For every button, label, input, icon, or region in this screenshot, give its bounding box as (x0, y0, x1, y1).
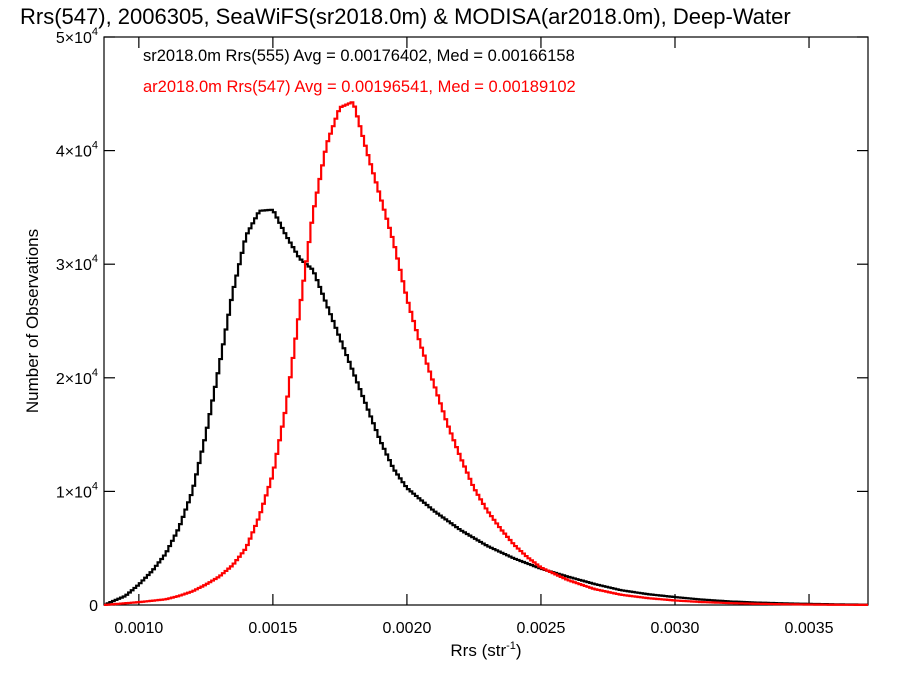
annotation-black-series: sr2018.0m Rrs(555) Avg = 0.00176402, Med… (143, 47, 575, 65)
series-line-1 (104, 101, 868, 606)
series-group (104, 101, 868, 606)
y-tick-label-exponent: 4 (92, 367, 98, 379)
y-tick-label: 4×104 (56, 140, 98, 161)
y-tick-label-exponent: 4 (92, 253, 98, 265)
y-tick-label: 0 (89, 598, 98, 615)
y-tick-label: 5×104 (56, 26, 98, 47)
x-axis-label-close: ) (516, 641, 522, 660)
x-tick-label: 0.0010 (114, 620, 163, 637)
y-tick-label-mantissa: 1×10 (56, 484, 92, 501)
x-axis-ticks: 0.0010 0.0015 0.0020 0.0025 0.0030 0.0035 (114, 37, 834, 637)
x-tick-label: 0.0025 (516, 620, 565, 637)
x-axis-label-exponent: -1 (506, 640, 516, 652)
y-tick-label-mantissa: 5×10 (56, 30, 92, 47)
x-tick-label: 0.0030 (651, 620, 700, 637)
annotation-red-series: ar2018.0m Rrs(547) Avg = 0.00196541, Med… (143, 78, 576, 96)
y-tick-label: 3×104 (56, 253, 98, 274)
y-tick-label: 2×104 (56, 367, 98, 388)
y-tick-label-mantissa: 3×10 (56, 257, 92, 274)
chart-title: Rrs(547), 2006305, SeaWiFS(sr2018.0m) & … (20, 4, 791, 29)
plot-frame (103, 36, 869, 606)
x-tick-label: 0.0020 (382, 620, 431, 637)
y-axis-label: Number of Observations (23, 229, 42, 413)
series-line-0 (104, 208, 868, 606)
y-tick-label-exponent: 4 (92, 140, 98, 152)
x-tick-label: 0.0015 (248, 620, 297, 637)
y-tick-label-exponent: 4 (92, 26, 98, 38)
x-axis-label-main: Rrs (str (450, 641, 506, 660)
x-axis-label: Rrs (str-1) (450, 640, 521, 660)
y-tick-label-exponent: 4 (92, 480, 98, 492)
x-tick-label: 0.0035 (785, 620, 834, 637)
y-tick-label-mantissa: 2×10 (56, 371, 92, 388)
y-tick-label-mantissa: 4×10 (56, 144, 92, 161)
y-tick-label: 1×104 (56, 480, 98, 501)
y-tick-label-mantissa: 0 (89, 598, 98, 615)
